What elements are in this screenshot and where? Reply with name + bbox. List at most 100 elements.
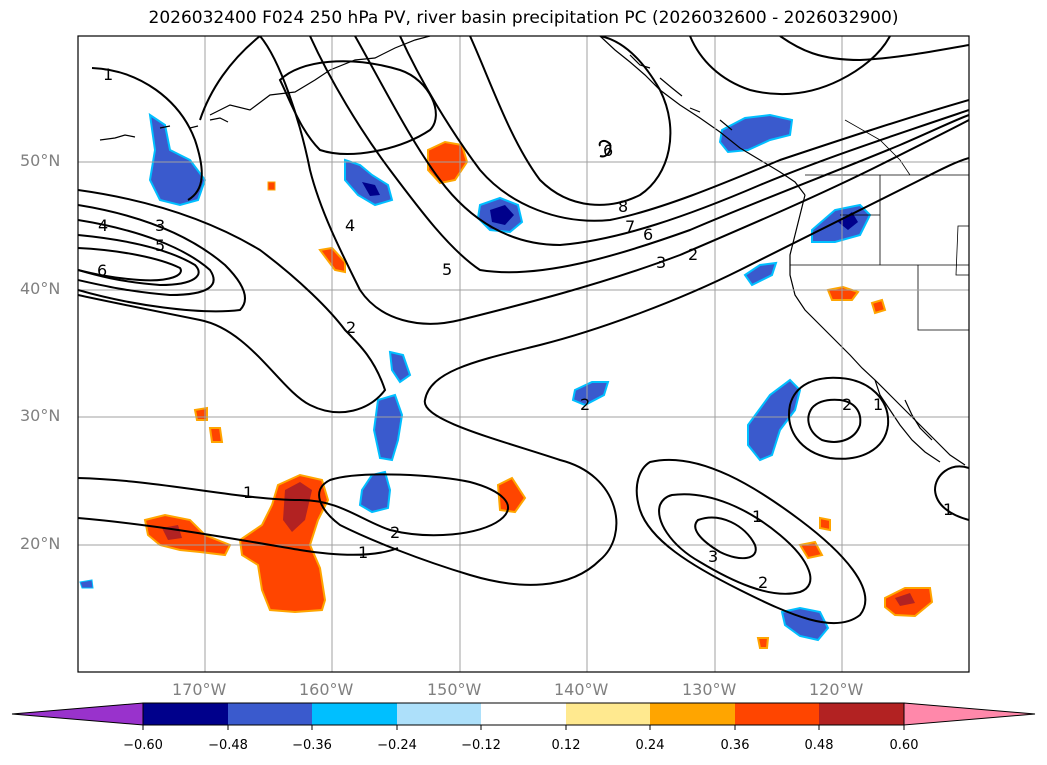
pv-contour xyxy=(598,139,612,158)
contour-label: 1 xyxy=(243,483,253,502)
pv-contour xyxy=(658,493,812,595)
contour-label: 2 xyxy=(842,395,852,414)
precip-pos-region xyxy=(756,637,770,649)
pv-contour xyxy=(91,67,203,201)
colorbar-tick-label: 0.60 xyxy=(889,738,919,753)
contour-label: 4 xyxy=(345,216,355,235)
colorbar-segment xyxy=(566,703,650,725)
colorbar-extend-low xyxy=(11,702,144,726)
colorbar-segment xyxy=(650,703,735,725)
contour-label: 2 xyxy=(758,573,768,592)
contour-label: 4 xyxy=(98,216,108,235)
contour-label: 1 xyxy=(358,543,368,562)
colorbar-segment xyxy=(228,703,312,725)
contour-label: 5 xyxy=(442,260,452,279)
coastline-aleutians xyxy=(209,117,229,123)
precip-pos-core xyxy=(283,482,312,532)
precip-fills xyxy=(79,112,934,649)
contour-label: 1 xyxy=(943,500,953,519)
precip-neg-region xyxy=(388,350,412,384)
colorbar-tick-label: 0.12 xyxy=(551,738,581,753)
contour-label: 6 xyxy=(603,141,613,160)
pv-contour xyxy=(354,36,969,247)
precip-pos-core xyxy=(895,593,915,606)
precip-neg-region xyxy=(79,579,94,589)
lon-label: 170°W xyxy=(172,680,227,699)
contour-label: 2 xyxy=(688,245,698,264)
contour-label: 2 xyxy=(390,523,400,542)
precip-neg-region xyxy=(372,393,404,462)
colorbar-tick-label: 0.24 xyxy=(635,738,665,753)
colorbar-tick-label: −0.24 xyxy=(377,738,417,753)
contour-label: 2 xyxy=(580,395,590,414)
precip-pos-region xyxy=(267,181,276,191)
contour-label: 2 xyxy=(346,318,356,337)
colorbar-tick-label: −0.60 xyxy=(123,738,163,753)
precip-neg-region xyxy=(148,112,207,207)
colorbar xyxy=(11,702,1036,730)
contour-label: 1 xyxy=(103,65,113,84)
precip-neg-region xyxy=(743,261,778,287)
contour-label: 8 xyxy=(618,197,628,216)
coastline-aleutians xyxy=(99,125,199,141)
lon-label: 120°W xyxy=(809,680,864,699)
pv-contour xyxy=(199,36,969,325)
contour-label: 5 xyxy=(155,236,165,255)
pv-contour xyxy=(635,458,867,625)
colorbar-segment xyxy=(143,703,228,725)
colorbar-tick-label: 0.36 xyxy=(720,738,750,753)
coastline-bc-islands xyxy=(629,54,733,131)
pv-contour xyxy=(78,517,399,556)
pv-contour xyxy=(779,36,969,62)
lon-label: 140°W xyxy=(554,680,609,699)
pv-contour xyxy=(278,60,437,155)
colorbar-segment xyxy=(735,703,819,725)
precip-pos-region xyxy=(496,476,527,514)
contour-labels: 1 4 3 5 6 2 4 5 8 7 6 3 2 6 2 1 1 2 1 3 … xyxy=(97,65,953,592)
map-title: 2026032400 F024 250 hPa PV, river basin … xyxy=(148,8,899,28)
lon-label: 150°W xyxy=(427,680,482,699)
colorbar-tick-label: −0.36 xyxy=(292,738,332,753)
pv-contour xyxy=(78,247,182,282)
lon-label: 160°W xyxy=(299,680,354,699)
lat-label: 40°N xyxy=(20,279,61,298)
precip-neg-core xyxy=(490,205,514,225)
colorbar-segment xyxy=(397,703,481,725)
pv-contour xyxy=(78,234,200,287)
colorbar-tick-label: 0.48 xyxy=(804,738,834,753)
precip-neg-region xyxy=(747,378,802,462)
lat-label: 30°N xyxy=(20,406,61,425)
contour-label: 6 xyxy=(643,225,653,244)
coastline-alaska xyxy=(209,36,431,116)
map-background xyxy=(78,36,969,672)
colorbar-segment xyxy=(819,703,904,725)
pv-contour xyxy=(933,465,969,521)
contour-label: 3 xyxy=(155,216,165,235)
pv-contour xyxy=(78,204,246,313)
contour-label: 1 xyxy=(752,507,762,526)
map-frame xyxy=(77,35,970,673)
pv-contour xyxy=(788,376,890,460)
pv-contour xyxy=(399,36,969,222)
pv-contour xyxy=(309,36,969,274)
contour-label: 1 xyxy=(873,395,883,414)
lat-label: 50°N xyxy=(20,151,61,170)
pv-contour xyxy=(78,219,215,297)
pv-contour xyxy=(78,189,387,414)
contour-label: 3 xyxy=(656,253,666,272)
pv-contour xyxy=(807,398,862,443)
contour-label: 3 xyxy=(708,547,718,566)
precip-neg-region xyxy=(571,381,610,407)
lat-label: 20°N xyxy=(20,534,61,553)
colorbar-tick-label: −0.12 xyxy=(461,738,501,753)
colorbar-extend-high xyxy=(903,702,1036,726)
pv-contour xyxy=(78,157,969,586)
lon-label: 130°W xyxy=(682,680,737,699)
pv-contours xyxy=(78,36,969,625)
precip-pos-region xyxy=(208,427,224,443)
coastline-baja xyxy=(874,379,941,463)
precip-neg-region xyxy=(780,606,830,642)
precip-pos-region xyxy=(798,540,824,560)
precip-neg-region xyxy=(344,158,394,207)
